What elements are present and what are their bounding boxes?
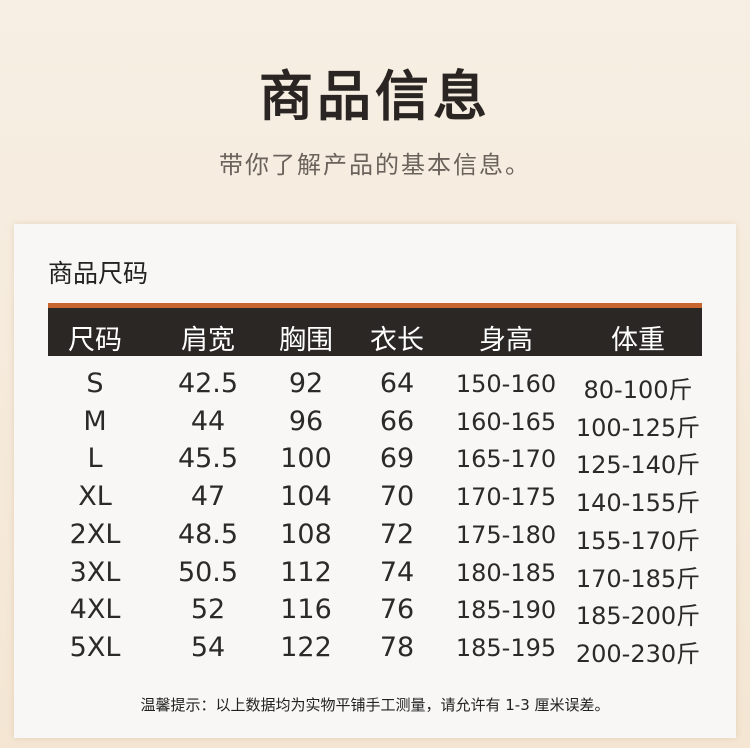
page-subtitle: 带你了解产品的基本信息。 [219,151,531,179]
section-title: 商品尺码 [48,259,149,288]
column-header: 尺码 [68,325,122,356]
column-header: 胸围 [279,325,333,356]
table-cell: 54 [190,631,226,663]
table-cell: 78 [379,631,415,663]
table-row: XL 47 104 70 170-175 140-155斤 [14,481,736,518]
table-cell: 100 [280,443,332,475]
table-cell: 125-140斤 [575,451,701,480]
column-header: 衣长 [370,325,424,356]
table-cell: 160-165 [455,407,557,436]
size-chart-card: 商品尺码 尺码 肩宽 胸围 衣长 身高 体重 S 42.5 92 64 150-160 80-100… [14,224,736,738]
measurement-note: 温馨提示：以上数据均为实物平铺手工测量，请允许有 1-3 厘米误差。 [140,696,610,714]
table-cell: 150-160 [455,370,557,398]
table-row: L 45.5 100 69 165-170 125-140斤 [14,443,736,480]
table-cell: 170-175 [455,483,557,512]
table-cell: 122 [280,631,332,663]
table-cell: 69 [379,443,415,475]
table-cell: 200-230斤 [575,639,701,668]
table-cell: 76 [379,594,415,626]
table-cell: XL [78,481,112,513]
table-cell: 165-170 [455,445,557,474]
table-row: S 42.5 92 64 150-160 80-100斤 [14,368,736,405]
table-cell: L [87,443,103,475]
table-row: 2XL 48.5 108 72 175-180 155-170斤 [14,519,736,556]
table-cell: 96 [288,405,324,437]
table-cell: 72 [379,518,415,550]
table-cell: 104 [280,481,332,513]
table-row: 5XL 54 122 78 185-195 200-230斤 [14,632,736,669]
table-cell: 70 [379,481,415,513]
table-row: 3XL 50.5 112 74 180-185 170-185斤 [14,557,736,594]
page-title: 商品信息 [259,65,491,128]
table-cell: 92 [288,368,324,399]
table-cell: 4XL [69,594,121,626]
table-cell: 45.5 [177,443,239,475]
column-header: 身高 [479,325,533,356]
table-row: 4XL 52 116 76 185-190 185-200斤 [14,594,736,631]
table-cell: 52 [190,594,226,626]
table-cell: 180-185 [455,558,557,587]
table-cell: S [86,368,104,399]
table-cell: 185-190 [455,596,557,625]
table-cell: 108 [280,518,332,550]
table-cell: 42.5 [177,368,239,399]
table-cell: 3XL [69,556,121,588]
table-cell: 50.5 [177,556,239,588]
table-cell: 100-125斤 [575,413,701,442]
table-cell: 2XL [69,518,121,550]
table-row: M 44 96 66 160-165 100-125斤 [14,406,736,443]
table-cell: 66 [379,405,415,437]
table-cell: 48.5 [177,518,239,550]
table-cell: 5XL [69,631,121,663]
table-cell: 47 [190,481,226,513]
table-cell: 170-185斤 [575,564,701,593]
table-cell: 44 [190,405,226,437]
table-cell: 74 [379,556,415,588]
table-cell: 175-180 [455,520,557,549]
table-header: 尺码 肩宽 胸围 衣长 身高 体重 [48,303,702,356]
table-cell: 185-200斤 [575,602,701,631]
table-cell: 64 [379,368,415,399]
table-cell: 116 [280,594,332,626]
table-cell: 112 [280,556,332,588]
table-cell: 155-170斤 [575,526,701,555]
table-cell: 185-195 [455,633,557,662]
column-header: 体重 [611,325,665,356]
table-cell: 140-155斤 [575,489,701,518]
table-cell: 80-100斤 [583,376,693,404]
table-cell: M [83,405,107,437]
column-header: 肩宽 [181,325,235,356]
